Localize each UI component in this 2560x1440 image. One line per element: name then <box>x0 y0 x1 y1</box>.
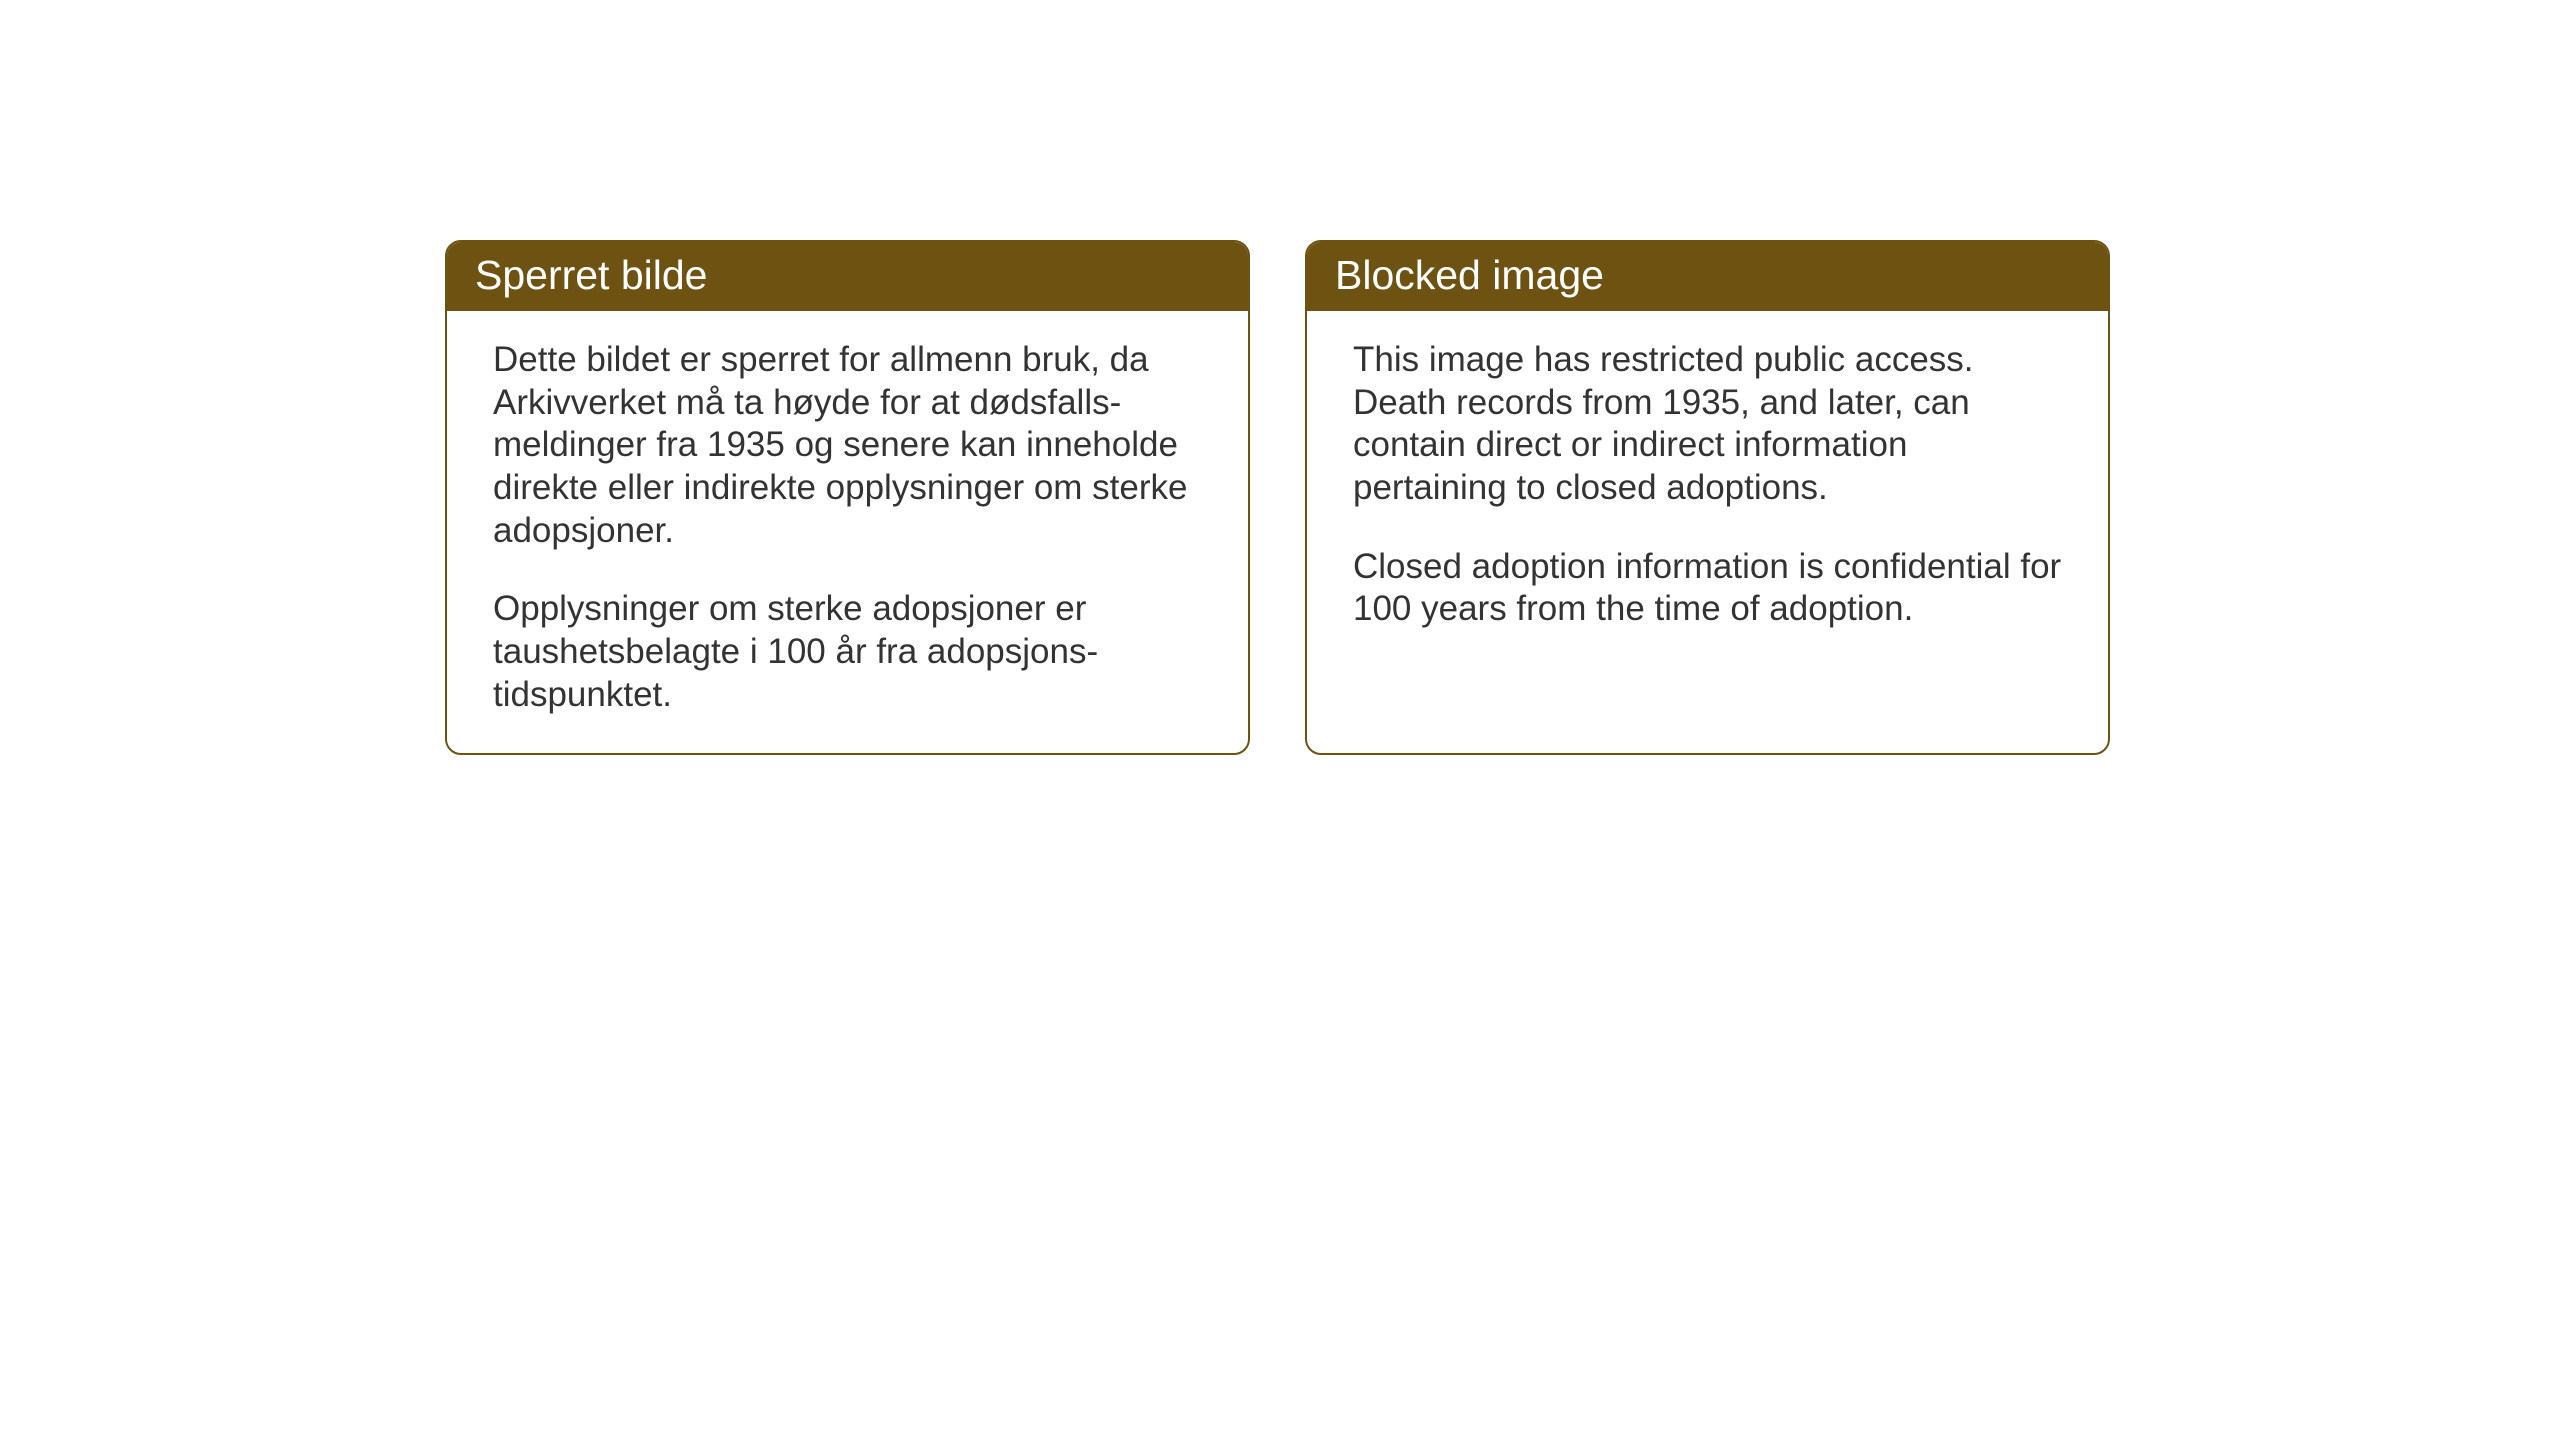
notice-paragraph-1-english: This image has restricted public access.… <box>1353 339 2066 510</box>
notice-paragraph-1-norwegian: Dette bildet er sperret for allmenn bruk… <box>493 339 1206 552</box>
notice-header-english: Blocked image <box>1307 242 2108 311</box>
notice-card-english: Blocked image This image has restricted … <box>1305 240 2110 755</box>
notice-paragraph-2-norwegian: Opplysninger om sterke adopsjoner er tau… <box>493 588 1206 716</box>
notice-header-norwegian: Sperret bilde <box>447 242 1248 311</box>
notice-body-english: This image has restricted public access.… <box>1307 311 2108 667</box>
notice-container: Sperret bilde Dette bildet er sperret fo… <box>445 240 2110 755</box>
notice-paragraph-2-english: Closed adoption information is confident… <box>1353 546 2066 631</box>
notice-body-norwegian: Dette bildet er sperret for allmenn bruk… <box>447 311 1248 753</box>
notice-card-norwegian: Sperret bilde Dette bildet er sperret fo… <box>445 240 1250 755</box>
